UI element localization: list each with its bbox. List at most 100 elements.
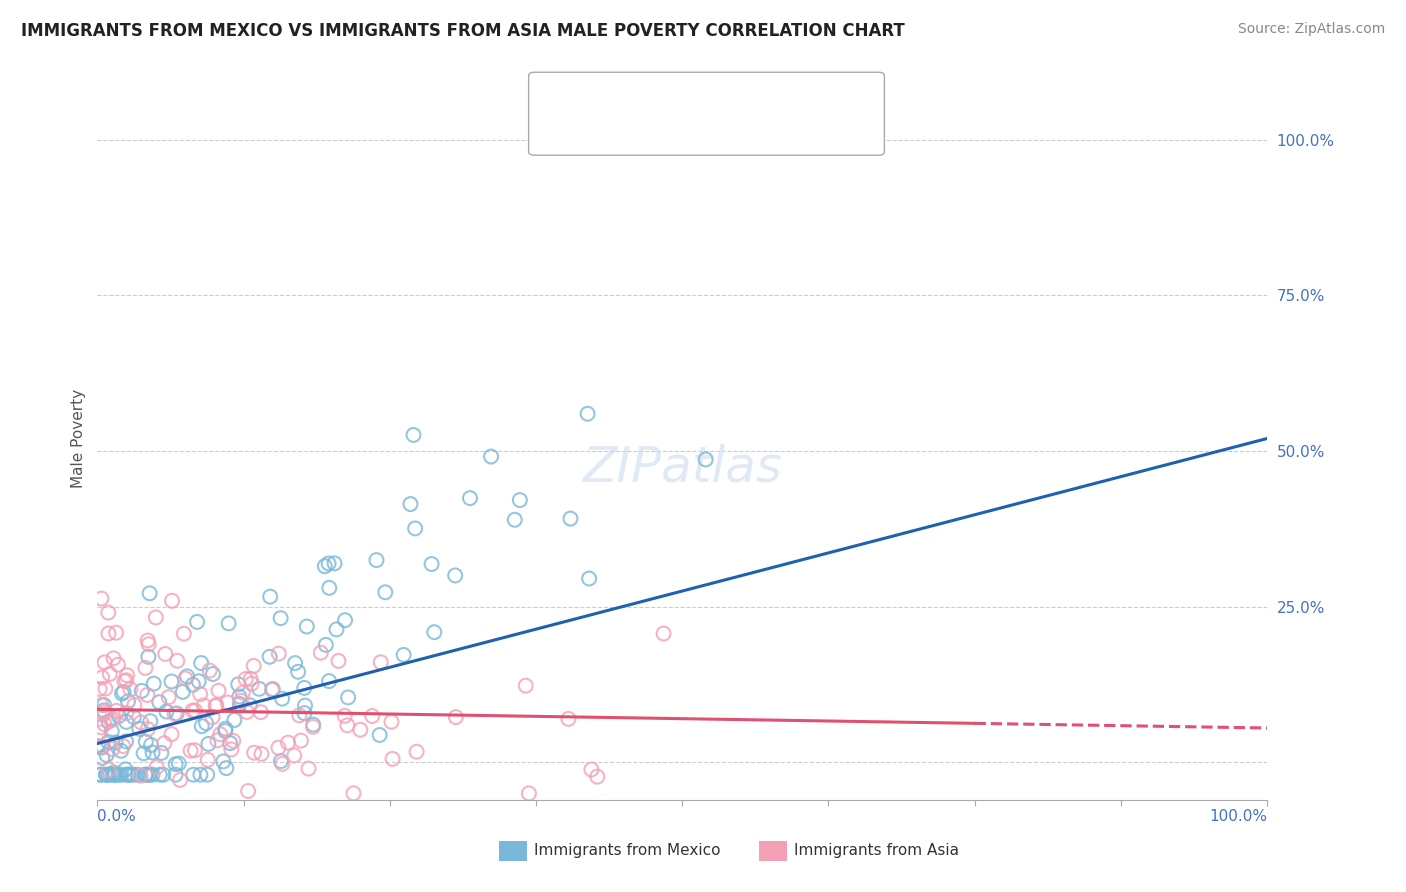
Point [323,557,346,571]
Point [201,710,224,724]
Point [142,746,165,760]
Point [333,709,356,723]
Point [191,719,214,733]
Point [318,581,340,595]
Point [259,590,281,604]
Point [328,654,350,668]
Point [131,684,153,698]
Point [110,767,132,781]
Point [294,706,316,720]
Point [247,681,270,696]
Point [336,718,359,732]
Point [195,716,218,731]
Point [392,648,415,662]
Point [576,407,599,421]
Point [349,723,371,737]
Point [98,667,121,681]
Point [98,767,121,781]
Text: Immigrants from Mexico: Immigrants from Mexico [534,844,721,858]
Text: 100.0%: 100.0% [1209,809,1267,824]
Point [105,704,128,718]
Point [136,767,159,781]
Point [402,428,425,442]
Text: Source: ZipAtlas.com: Source: ZipAtlas.com [1237,22,1385,37]
Point [374,585,396,599]
Point [120,682,142,697]
Point [262,681,284,696]
Point [204,699,226,714]
Point [283,748,305,763]
Point [138,586,160,600]
Point [122,710,145,724]
Point [103,765,125,780]
Point [157,690,180,705]
Point [89,767,111,781]
Point [423,625,446,640]
Point [560,511,582,525]
Point [136,688,159,702]
Point [132,746,155,760]
Point [135,767,157,781]
Point [97,626,120,640]
Point [136,722,159,736]
Point [479,450,502,464]
Point [94,681,117,696]
Point [259,649,281,664]
Point [122,767,145,781]
Point [214,722,236,736]
Point [148,695,170,709]
Point [115,668,138,682]
Point [231,694,253,708]
Point [217,696,239,710]
Point [97,767,120,781]
Point [226,677,249,691]
Point [104,767,127,781]
Text: 0.0%: 0.0% [97,809,136,824]
Point [134,767,156,781]
Point [180,744,202,758]
Point [240,676,263,690]
Point [404,521,426,535]
Point [153,736,176,750]
Point [586,770,609,784]
Point [186,615,208,629]
Point [232,686,254,700]
Point [117,767,139,781]
Point [242,658,264,673]
Point [302,717,325,731]
Point [97,606,120,620]
Point [100,713,122,727]
Point [90,698,112,712]
Point [135,735,157,749]
FancyBboxPatch shape [548,76,576,95]
Point [212,755,235,769]
Point [420,557,443,571]
Point [169,772,191,787]
Point [201,667,224,681]
Point [174,672,197,686]
Point [337,690,360,705]
Point [103,651,125,665]
Point [101,712,124,726]
Text: R = -0.115   N = 105: R = -0.115 N = 105 [588,106,761,124]
Point [115,706,138,720]
Point [89,681,111,696]
Text: R = 0.647   N = 127: R = 0.647 N = 127 [588,77,755,95]
Point [97,763,120,777]
Point [129,715,152,730]
Point [207,733,229,747]
Point [155,705,177,719]
Point [134,661,156,675]
Point [114,767,136,781]
Point [284,656,307,670]
Point [315,638,337,652]
Point [292,681,315,695]
Point [150,746,173,760]
Point [136,633,159,648]
Point [380,714,402,729]
Text: Immigrants from Asia: Immigrants from Asia [794,844,959,858]
Point [160,727,183,741]
Point [557,712,579,726]
Point [209,727,232,741]
Point [314,559,336,574]
